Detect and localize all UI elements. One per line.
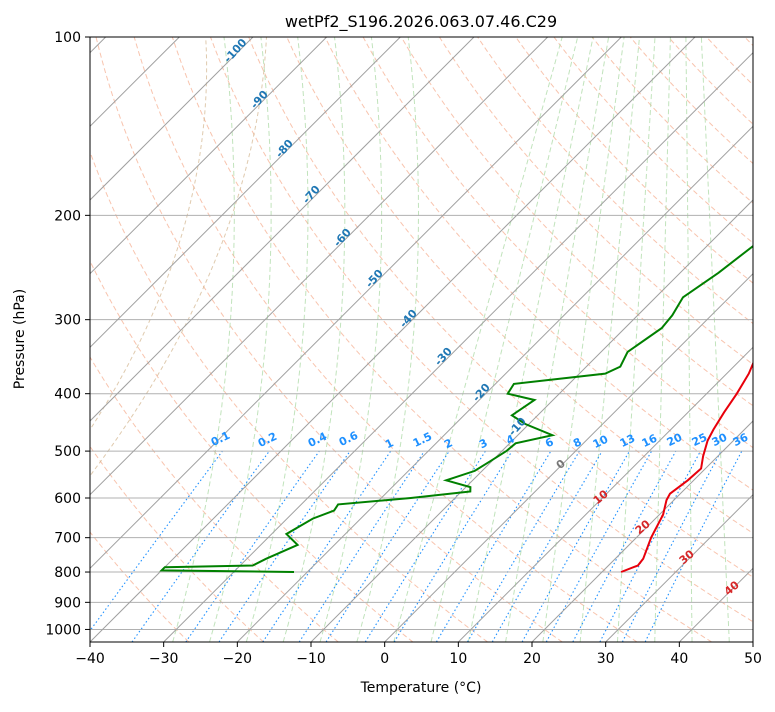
dry-adiabat-line — [134, 37, 637, 642]
dry-adiabat-line — [745, 37, 775, 642]
mixing-ratio-line — [82, 451, 223, 642]
dry-adiabat-line — [0, 37, 338, 642]
x-axis-label: Temperature (°C) — [360, 680, 482, 696]
moist-adiabat-label: -60 — [331, 226, 354, 250]
mixing-ratio-line — [546, 451, 651, 642]
y-tick-label: 700 — [54, 531, 81, 547]
dry-adiabat-line — [554, 37, 775, 642]
chart-title: wetPf2_S196.2026.063.07.46.C29 — [285, 12, 557, 32]
moist-adiabat-line — [655, 37, 671, 642]
isotherm-gridline — [458, 37, 775, 642]
moist-adiabat-label: -70 — [300, 183, 323, 207]
y-tick-label: 300 — [54, 313, 81, 329]
x-tick-label: −30 — [149, 651, 179, 667]
moist-adiabat-line — [701, 37, 729, 642]
mixing-ratio-label: 6 — [543, 435, 556, 450]
mixing-ratio-label: 16 — [640, 432, 660, 451]
y-tick-label: 100 — [54, 30, 81, 46]
mixing-ratio-line — [622, 451, 721, 642]
mixing-ratio-line — [573, 451, 676, 642]
dry-adiabat-label: 40 — [722, 578, 742, 598]
moist-adiabat-line — [580, 37, 639, 642]
moist-adiabat-label: -100 — [221, 36, 249, 65]
moist-adiabat-label: -40 — [397, 307, 420, 331]
y-tick-label: 400 — [54, 387, 81, 403]
mixing-ratio-line — [468, 451, 580, 642]
mixing-ratio-label: 36 — [731, 431, 751, 450]
moist-adiabat-label: -30 — [432, 345, 455, 369]
isotherm-gridline — [0, 37, 474, 642]
x-tick-label: −40 — [75, 651, 105, 667]
isotherm-gridline — [0, 37, 327, 642]
dry-adiabat-line — [0, 37, 264, 642]
y-tick-label: 200 — [54, 208, 81, 224]
isotherm-gridline — [753, 37, 775, 642]
mixing-ratio-line — [436, 451, 551, 642]
mixing-ratio-label: 1.5 — [411, 430, 434, 450]
mixing-ratio-line — [600, 451, 701, 642]
x-tick-label: 10 — [449, 651, 467, 667]
moist-adiabat-label: -80 — [273, 137, 296, 161]
moist-adiabat-line — [320, 37, 382, 642]
x-tick-label: 30 — [597, 651, 615, 667]
dry-adiabat-label: 30 — [677, 547, 697, 567]
x-tick-label: 20 — [523, 651, 541, 667]
dry-adiabat-line — [0, 37, 189, 642]
mixing-ratio-line — [219, 451, 350, 642]
isotherm-gridline — [0, 37, 253, 642]
mixing-ratio-label: 0.1 — [209, 429, 232, 449]
isotherm-gridline — [385, 37, 775, 642]
y-tick-label: 1000 — [45, 622, 81, 638]
x-tick-label: 40 — [670, 651, 688, 667]
isotherm-gridline — [237, 37, 775, 642]
mixing-ratio-label: 30 — [710, 431, 730, 450]
mixing-ratio-label: 13 — [618, 432, 637, 450]
y-tick-label: 800 — [54, 565, 81, 581]
moist-adiabat-line — [543, 37, 624, 642]
isotherm-gridline — [164, 37, 769, 642]
ice-line — [0, 37, 207, 642]
dry-adiabat-line — [58, 37, 488, 642]
isotherm-gridline — [679, 37, 775, 642]
ice-line — [0, 37, 267, 642]
moist-adiabat-label: -50 — [363, 267, 386, 291]
plot-frame — [90, 37, 753, 642]
isotherm-gridline — [0, 37, 400, 642]
dry-adiabat-line — [20, 37, 413, 642]
mixing-ratio-label: 1 — [383, 436, 396, 451]
x-tick-label: 50 — [744, 651, 762, 667]
x-tick-label: 0 — [380, 651, 389, 667]
dewpoint-profile-line — [162, 37, 775, 572]
moist-adiabat-line — [431, 37, 578, 642]
y-tick-label: 500 — [54, 444, 81, 460]
y-tick-label: 600 — [54, 491, 81, 507]
mixing-ratio-label: 0.6 — [337, 429, 361, 449]
temperature-profile-line — [621, 37, 775, 572]
mixing-ratio-label: 3 — [477, 436, 490, 451]
moist-adiabat-line — [357, 37, 419, 642]
dry-adiabat-line — [478, 37, 775, 642]
x-tick-label: −20 — [223, 651, 253, 667]
mixing-ratio-line — [299, 451, 424, 642]
dry-adiabat-line — [363, 37, 775, 642]
y-tick-label: 900 — [54, 595, 81, 611]
moist-adiabat-line — [506, 37, 609, 642]
x-tick-label: −10 — [296, 651, 326, 667]
isotherm-gridline — [90, 37, 695, 642]
isotherm-gridline — [532, 37, 775, 642]
dry-adiabat-line — [707, 37, 775, 642]
mixing-ratio-label: 10 — [591, 433, 611, 452]
mixing-ratio-label: 0.4 — [306, 430, 330, 450]
dry-adiabat-label: 0 — [554, 457, 568, 472]
dry-adiabat-label: 20 — [633, 517, 653, 537]
mixing-ratio-label: 0.2 — [256, 430, 279, 450]
y-axis-label: Pressure (hPa) — [12, 289, 28, 389]
mixing-ratio-line — [263, 451, 391, 642]
